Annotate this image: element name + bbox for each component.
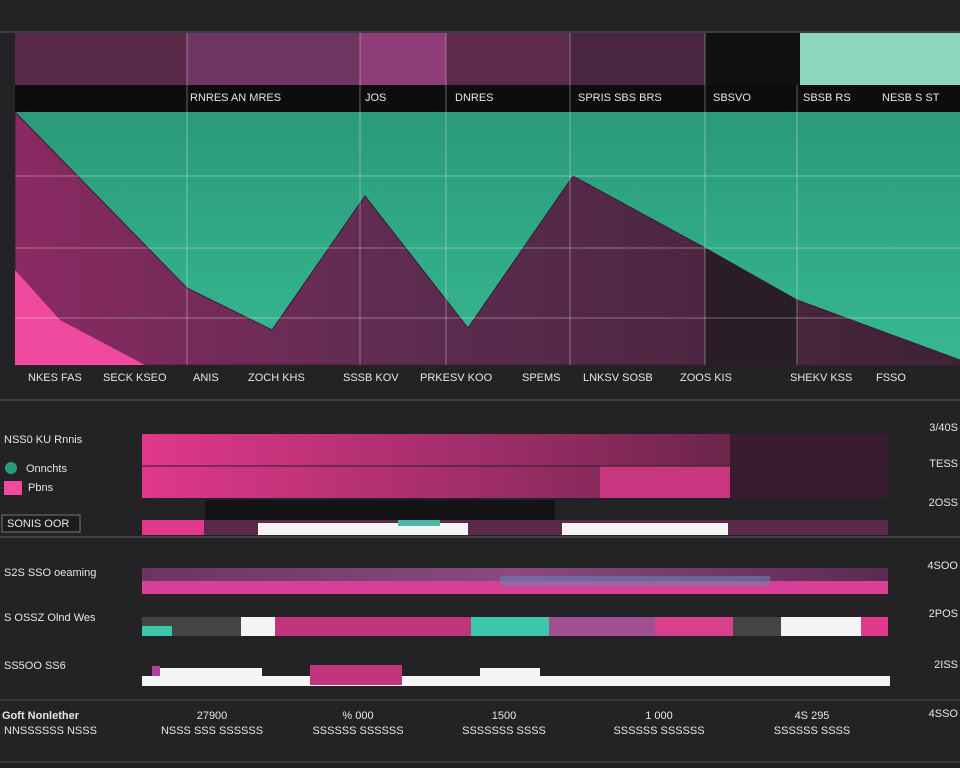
- axis-label: ZOOS KIS: [680, 372, 732, 384]
- axis-label: PRKESV KOO: [420, 372, 493, 384]
- bar: [142, 520, 204, 535]
- area-shade: [705, 248, 797, 365]
- block: [15, 33, 187, 85]
- axis-label: SPEMS: [522, 372, 561, 384]
- kpi-value: 1500: [492, 710, 516, 722]
- side-label: 4SSO: [929, 708, 959, 720]
- bar: [562, 523, 728, 535]
- axis-label: NKES FAS: [28, 372, 82, 384]
- legend-swatch: [4, 481, 22, 495]
- axis-label: SSSB KOV: [343, 372, 399, 384]
- bar: [142, 520, 888, 535]
- legend-label: Onnchts: [26, 463, 67, 475]
- header-blocks: [15, 33, 960, 112]
- bar: [861, 617, 888, 636]
- kpi-value: 4S 295: [795, 710, 830, 722]
- footer-title: Goft Nonlether: [2, 710, 80, 722]
- side-label: 2OSS: [929, 497, 958, 509]
- area-shape: [15, 270, 145, 365]
- grid: [15, 33, 960, 365]
- axis-label: SHEKV KSS: [790, 372, 852, 384]
- side-label: 2POS: [929, 608, 958, 620]
- block: [360, 33, 446, 85]
- block: [705, 33, 800, 85]
- bar: [549, 617, 655, 636]
- column-label: JOS: [365, 92, 386, 104]
- panel-title: NSS0 KU Rnnis: [4, 434, 83, 446]
- block: [800, 33, 960, 85]
- footer-subtitle: NNSSSSSS NSSS: [4, 725, 97, 737]
- bar: [600, 466, 730, 498]
- bar: [471, 617, 549, 636]
- side-label: 4SOO: [927, 560, 958, 572]
- lower-bars: [142, 568, 890, 686]
- bar: [275, 617, 471, 636]
- bar: [142, 676, 890, 686]
- bar: [310, 665, 402, 685]
- bar: [655, 617, 733, 636]
- kpi-caption: SSSSSS SSSSSS: [312, 725, 403, 737]
- row-label: SS5OO SS6: [4, 660, 66, 672]
- axis-label: LNKSV SOSB: [583, 372, 653, 384]
- bar: [205, 500, 555, 520]
- block: [446, 33, 570, 85]
- kpi-caption: SSSSSS SSSSSS: [613, 725, 704, 737]
- kpi-value: 1 000: [645, 710, 673, 722]
- column-label: RNRES AN MRES: [190, 92, 281, 104]
- bar: [398, 520, 440, 526]
- block: [570, 33, 705, 85]
- column-label: SPRIS SBS BRS: [578, 92, 662, 104]
- kpi-caption: NSSS SSS SSSSSS: [161, 725, 263, 737]
- middle-bars: [142, 434, 888, 535]
- bar: [480, 668, 540, 676]
- bar: [781, 617, 861, 636]
- axis-label: SECK KSEO: [103, 372, 167, 384]
- side-label: TESS: [929, 458, 958, 470]
- kpi-caption: SSSSSS SSSS: [774, 725, 850, 737]
- axis-label: ZOCH KHS: [248, 372, 305, 384]
- side-label: 3/40S: [929, 422, 958, 434]
- block: [187, 33, 360, 85]
- kpi-value: 27900: [197, 710, 228, 722]
- column-label: SBSB RS: [803, 92, 851, 104]
- legend-label: Pbns: [28, 482, 54, 494]
- kpi-value: % 000: [342, 710, 373, 722]
- bar: [241, 617, 275, 636]
- legend-swatch: [5, 462, 17, 474]
- column-label: DNRES: [455, 92, 494, 104]
- bar: [500, 576, 770, 586]
- bar: [160, 668, 262, 676]
- axis-label: FSSO: [876, 372, 906, 384]
- row-label: S2S SSO oeaming: [4, 567, 96, 579]
- label-row: [15, 85, 960, 112]
- button[interactable]: [1, 514, 81, 533]
- row-label: S OSSZ Olnd Wes: [4, 612, 96, 624]
- side-label: 2ISS: [934, 659, 958, 671]
- kpi-caption: SSSSSSS SSSS: [462, 725, 546, 737]
- axis-label: ANIS: [193, 372, 219, 384]
- bar: [142, 626, 172, 636]
- button-label: SONIS OOR: [7, 518, 69, 530]
- column-label: NESB S ST: [882, 92, 940, 104]
- column-label: SBSVO: [713, 92, 751, 104]
- bar: [152, 666, 160, 676]
